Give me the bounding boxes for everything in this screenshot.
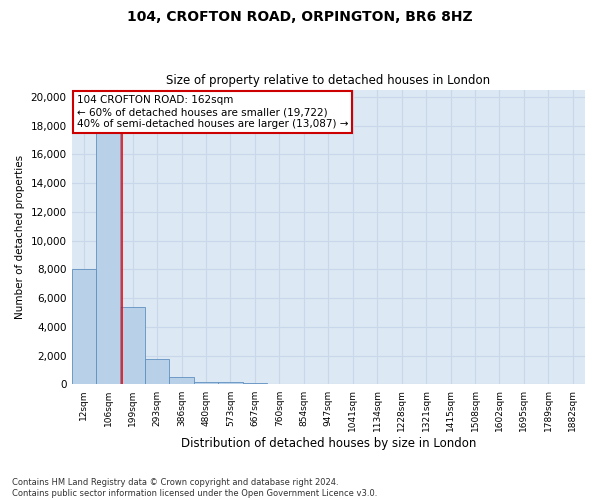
- Text: Contains HM Land Registry data © Crown copyright and database right 2024.
Contai: Contains HM Land Registry data © Crown c…: [12, 478, 377, 498]
- Bar: [71, 270, 96, 384]
- Bar: [145, 358, 169, 384]
- Y-axis label: Number of detached properties: Number of detached properties: [15, 155, 25, 319]
- Bar: [218, 382, 242, 384]
- X-axis label: Distribution of detached houses by size in London: Distribution of detached houses by size …: [181, 437, 476, 450]
- Bar: [242, 383, 267, 384]
- Bar: [96, 100, 121, 385]
- Bar: [121, 307, 145, 384]
- Bar: [194, 382, 218, 384]
- Text: 104 CROFTON ROAD: 162sqm
← 60% of detached houses are smaller (19,722)
40% of se: 104 CROFTON ROAD: 162sqm ← 60% of detach…: [77, 96, 348, 128]
- Bar: [169, 378, 194, 384]
- Text: 104, CROFTON ROAD, ORPINGTON, BR6 8HZ: 104, CROFTON ROAD, ORPINGTON, BR6 8HZ: [127, 10, 473, 24]
- Title: Size of property relative to detached houses in London: Size of property relative to detached ho…: [166, 74, 490, 87]
